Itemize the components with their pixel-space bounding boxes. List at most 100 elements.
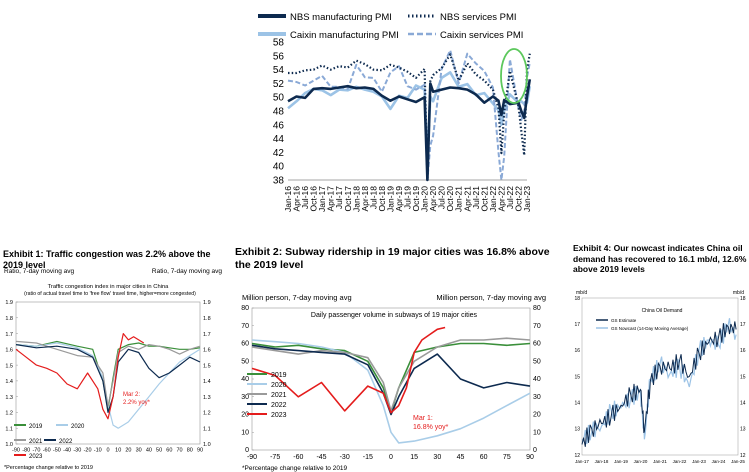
pmi-x-tick: Oct-21 (479, 186, 489, 212)
ex4-y-tick-left: 15 (574, 374, 580, 380)
ex2-y-tick-right: 10 (533, 429, 541, 436)
exhibit1-inner-title: Traffic congestion index in major cities… (48, 284, 170, 290)
pmi-x-tick: Jan-19 (385, 186, 395, 212)
ex1-x-tick: 40 (146, 448, 152, 454)
pmi-x-tick: Jan-23 (522, 186, 532, 212)
ex2-y-tick-left: 40 (241, 376, 249, 383)
ex1-y-tick-left: 1.5 (5, 363, 13, 369)
ex2-y-tick-left: 50 (241, 358, 249, 365)
ex4-x-tick: Jan-20 (634, 459, 648, 464)
ex2-x-tick: -75 (270, 454, 280, 461)
legend-nbs-manufacturing: NBS manufacturing PMI (290, 12, 392, 23)
ex1-y-tick-right: 1.8 (203, 316, 211, 322)
ex1-y-tick-right: 1.4 (203, 379, 211, 385)
ex4-y-tick-right: 14 (740, 400, 746, 406)
ex4-y-tick-right: 17 (740, 322, 746, 328)
ex1-y-tick-right: 1.7 (203, 332, 211, 338)
pmi-x-tick: Jan-18 (351, 186, 361, 212)
ex1-x-tick: -90 (12, 448, 20, 454)
ex2-x-tick: -15 (363, 454, 373, 461)
pmi-series-caixin-services (287, 49, 531, 181)
pmi-x-tick: Apr-17 (326, 186, 336, 212)
ex4-y-tick-left: 16 (574, 348, 580, 354)
exhibit4-inner-title: China Oil Demand (642, 308, 683, 314)
ex2-x-tick: -90 (247, 454, 257, 461)
ex2-y-tick-right: 0 (533, 447, 537, 454)
ex2-legend-2021: 2021 (271, 392, 287, 399)
pmi-x-tick: Jul-21 (471, 186, 481, 209)
ex1-plot-frame (15, 301, 201, 445)
ex1-series-2019 (15, 340, 201, 410)
pmi-x-tick: Jul-18 (368, 186, 378, 209)
ex2-x-tick: 90 (526, 454, 534, 461)
ex4-x-tick: Jan-19 (614, 459, 628, 464)
ex2-y-tick-left: 0 (245, 447, 249, 454)
exhibit1-left-axis-title: Ratio, 7-day moving avg (4, 268, 74, 275)
ex4-y-tick-right: 15 (740, 374, 746, 380)
pmi-highlight-ellipse (500, 48, 528, 104)
ex1-y-tick-right: 1.2 (203, 411, 211, 417)
pmi-y-tick: 44 (273, 134, 285, 145)
ex4-y-tick-left: 14 (574, 400, 580, 406)
ex1-series-2022 (15, 344, 201, 413)
exhibit1-footnote: *Percentage change relative to 2019 (4, 465, 93, 471)
exhibit4-left-unit: mb/d (576, 290, 587, 296)
pmi-y-tick: 58 (273, 38, 285, 49)
ex1-x-tick: 10 (115, 448, 121, 454)
exhibit1-right-axis-title: Ratio, 7-day moving avg (152, 268, 222, 275)
ex2-y-tick-right: 40 (533, 376, 541, 383)
ex1-x-tick: 70 (176, 448, 182, 454)
ex2-series-2021 (251, 337, 531, 412)
ex2-y-tick-right: 80 (533, 305, 541, 312)
ex1-x-tick: 50 (156, 448, 162, 454)
pmi-x-tick: Apr-16 (292, 186, 302, 212)
ex1-x-tick: 90 (197, 448, 203, 454)
ex4-y-tick-left: 13 (574, 427, 580, 433)
pmi-x-tick: Oct-20 (445, 186, 455, 212)
ex4-y-tick-left: 12 (574, 453, 580, 459)
ex2-legend-2022: 2022 (271, 402, 287, 409)
ex2-y-tick-right: 70 (533, 323, 541, 330)
ex2-y-tick-left: 20 (241, 412, 249, 419)
pmi-y-tick: 48 (273, 107, 285, 118)
ex2-plot-frame (251, 307, 531, 451)
ex4-y-tick-left: 18 (574, 296, 580, 302)
ex2-x-tick: 15 (410, 454, 418, 461)
pmi-x-tick: Oct-22 (513, 186, 523, 212)
exhibit4-legend: GS Estimate GS Nowcast (14-Day Moving Av… (596, 318, 689, 331)
ex4-legend-nowcast: GS Nowcast (14-Day Moving Average) (611, 326, 689, 331)
ex1-legend-2021: 2021 (29, 439, 43, 445)
exhibit1-annotation-line1: Mar 2: (123, 392, 140, 398)
ex1-y-tick-left: 1.3 (5, 395, 13, 401)
pmi-y-tick: 46 (273, 120, 285, 131)
pmi-x-tick: Oct-17 (343, 186, 353, 212)
exhibit1-annotation-line2: 2.2% yoy* (123, 400, 151, 406)
pmi-x-tick: Oct-19 (411, 186, 421, 212)
ex1-y-tick-right: 1.5 (203, 363, 211, 369)
ex1-legend-2019: 2019 (29, 424, 43, 430)
ex4-x-tick: Jan-17 (575, 459, 589, 464)
ex4-x-tick: Jan-23 (692, 459, 706, 464)
ex4-y-tick-right: 16 (740, 348, 746, 354)
exhibit2-inner-title: Daily passenger volume in subways of 19 … (311, 312, 478, 319)
ex2-series-2022 (251, 344, 531, 416)
ex4-x-tick: Jan-21 (653, 459, 667, 464)
ex2-y-tick-right: 50 (533, 358, 541, 365)
ex2-legend-2020: 2020 (271, 382, 287, 389)
ex1-y-tick-left: 1.7 (5, 332, 13, 338)
pmi-y-tick: 50 (273, 93, 285, 104)
ex2-legend-2019: 2019 (271, 372, 287, 379)
ex4-x-tick: Jan-25 (731, 459, 745, 464)
ex1-legend-2022: 2022 (59, 439, 73, 445)
exhibit1-chart: Ratio, 7-day moving avg Ratio, 7-day mov… (4, 268, 222, 471)
ex1-x-tick: 20 (125, 448, 131, 454)
ex2-y-tick-left: 10 (241, 429, 249, 436)
exhibit2-left-axis-title: Million person, 7-day moving avg (242, 293, 352, 302)
ex1-y-tick-left: 1.0 (5, 442, 13, 448)
ex2-x-tick: -30 (340, 454, 350, 461)
pmi-series-nbs-services (288, 53, 531, 182)
ex4-series-gs-estimate (581, 321, 737, 447)
ex1-series-2020 (15, 342, 201, 429)
ex2-x-tick: 75 (503, 454, 511, 461)
pmi-x-tick: Jul-20 (437, 186, 447, 209)
